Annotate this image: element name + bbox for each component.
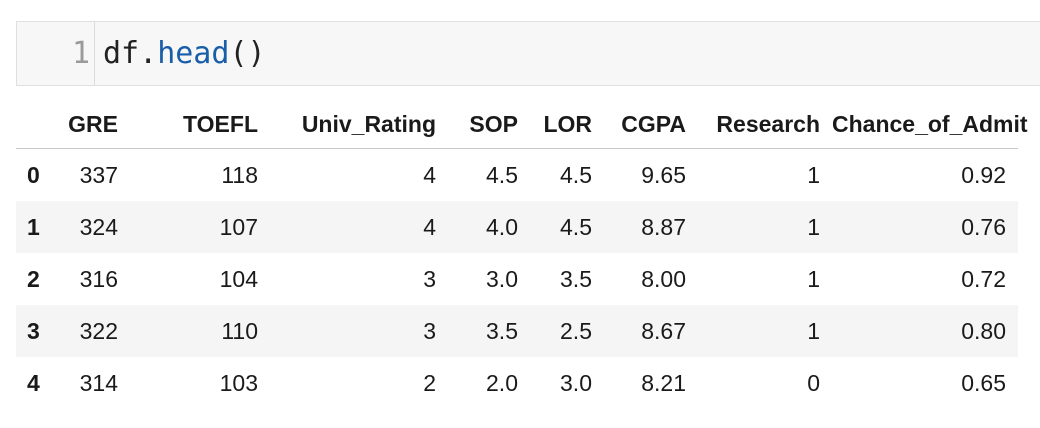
table-cell: 104 (219, 265, 258, 292)
table-cell: 4.5 (560, 213, 592, 240)
column-header: LOR (528, 100, 602, 149)
column-header: GRE (68, 100, 128, 149)
row-index: 3 (27, 317, 40, 344)
table-cell: 2.0 (486, 369, 518, 396)
column-header: TOEFL (128, 100, 270, 149)
table-cell: 3.5 (486, 317, 518, 344)
table-cell: 1 (807, 161, 820, 188)
row-index: 1 (27, 213, 40, 240)
code-cell[interactable]: 1 df.head() (16, 21, 1040, 86)
table-cell: 0.72 (961, 265, 1006, 292)
table-cell: 4.5 (486, 161, 518, 188)
table-row: 1 324 107 4 4.0 4.5 8.87 1 0.76 (16, 201, 1018, 253)
table-cell: 3.0 (560, 369, 592, 396)
table-row: 4 314 103 2 2.0 3.0 8.21 0 0.65 (16, 357, 1018, 409)
table-row: 3 322 110 3 3.5 2.5 8.67 1 0.80 (16, 305, 1018, 357)
table-cell: 2 (423, 369, 436, 396)
column-header: SOP (454, 100, 528, 149)
table-cell: 1 (807, 265, 820, 292)
row-index: 0 (27, 161, 40, 188)
table-cell: 316 (79, 265, 118, 292)
table-cell: 337 (79, 161, 118, 188)
table-cell: 8.87 (641, 213, 686, 240)
code-object: df. (103, 36, 158, 71)
table-cell: 0.92 (961, 161, 1006, 188)
table-cell: 3.0 (486, 265, 518, 292)
line-number: 1 (17, 22, 95, 85)
column-header: Research (696, 100, 832, 149)
code-function: head (157, 36, 230, 71)
table-cell: 107 (219, 213, 258, 240)
column-header: Univ_Rating (270, 100, 454, 149)
table-header-row: GRE TOEFL Univ_Rating SOP LOR CGPA Resea… (16, 100, 1028, 149)
table-row: 2 316 104 3 3.0 3.5 8.00 1 0.72 (16, 253, 1018, 305)
table-cell: 4.0 (486, 213, 518, 240)
table-cell: 324 (79, 213, 118, 240)
index-header (16, 100, 68, 149)
table-cell: 4 (423, 161, 436, 188)
column-header: Chance_of_Admit (832, 100, 1028, 149)
table-cell: 103 (219, 369, 258, 396)
table-cell: 0.76 (961, 213, 1006, 240)
table-cell: 4.5 (560, 161, 592, 188)
code-line[interactable]: df.head() (103, 22, 266, 85)
table-cell: 9.65 (641, 161, 686, 188)
table-cell: 8.67 (641, 317, 686, 344)
table-cell: 4 (423, 213, 436, 240)
table-cell: 1 (807, 213, 820, 240)
table-cell: 110 (221, 317, 258, 344)
column-header: CGPA (602, 100, 696, 149)
table-cell: 3.5 (560, 265, 592, 292)
row-index: 2 (27, 265, 40, 292)
dataframe-table: GRE TOEFL Univ_Rating SOP LOR CGPA Resea… (16, 100, 1028, 409)
table-cell: 118 (221, 161, 258, 188)
table-cell: 2.5 (560, 317, 592, 344)
table-cell: 322 (79, 317, 118, 344)
table-cell: 3 (423, 317, 436, 344)
cell-output: GRE TOEFL Univ_Rating SOP LOR CGPA Resea… (16, 100, 1028, 409)
table-row: 0 337 118 4 4.5 4.5 9.65 1 0.92 (16, 149, 1018, 202)
table-cell: 0.80 (961, 317, 1006, 344)
code-parens: () (229, 36, 266, 71)
table-cell: 0.65 (961, 369, 1006, 396)
table-cell: 314 (79, 369, 118, 396)
table-cell: 1 (807, 317, 820, 344)
row-index: 4 (27, 369, 40, 396)
table-cell: 8.21 (641, 369, 686, 396)
table-cell: 0 (807, 369, 820, 396)
table-cell: 8.00 (641, 265, 686, 292)
table-cell: 3 (423, 265, 436, 292)
